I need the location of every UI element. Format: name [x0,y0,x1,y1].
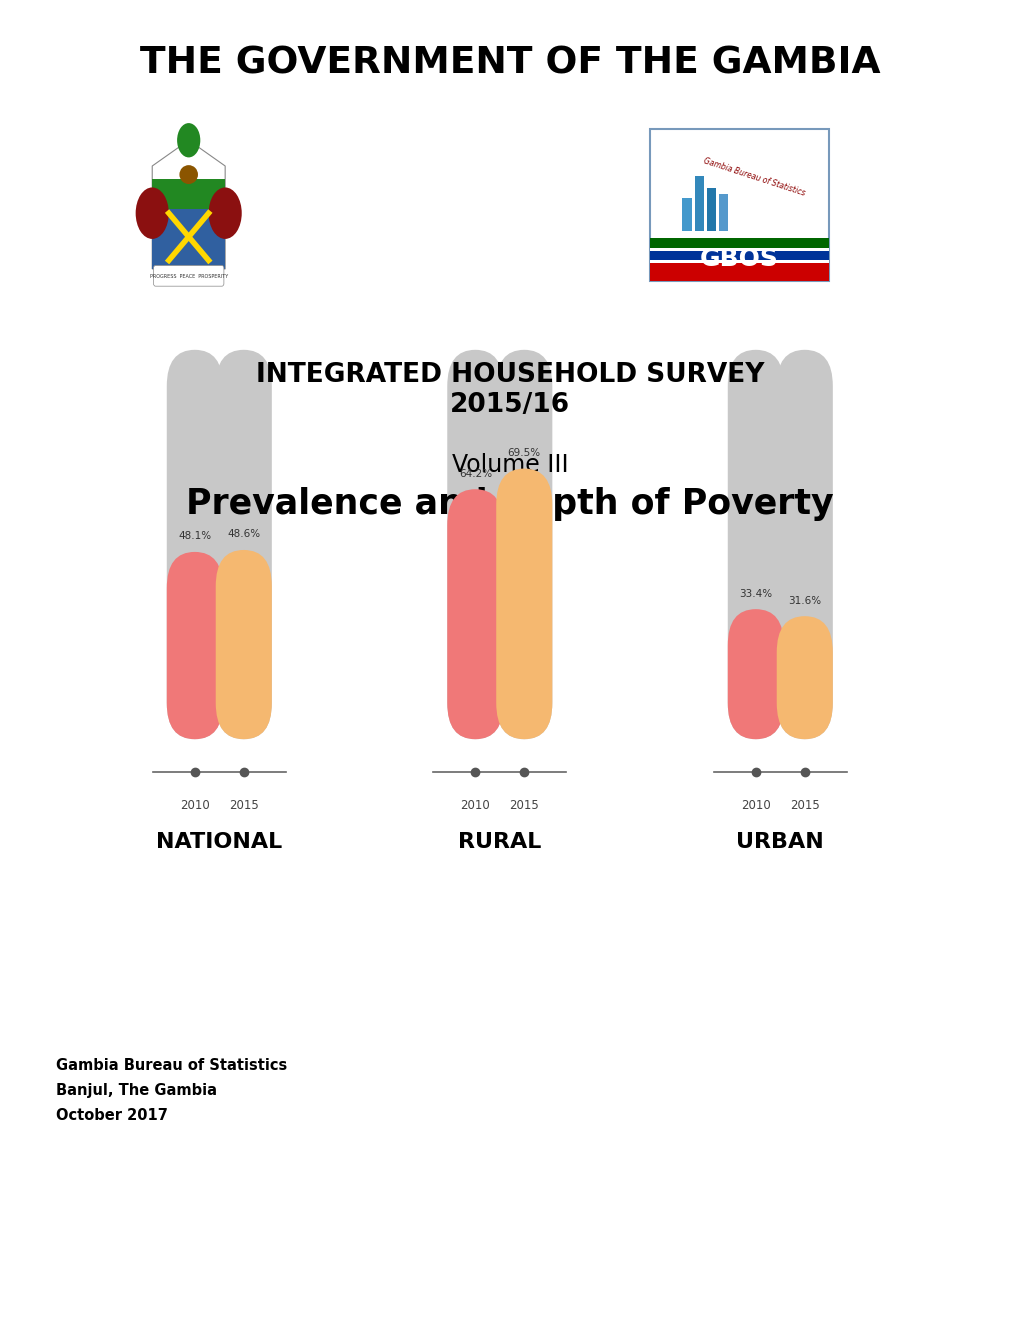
Text: 31.6%: 31.6% [788,595,820,606]
Ellipse shape [136,187,169,239]
Polygon shape [152,140,225,269]
Text: 2015: 2015 [789,799,819,812]
Text: INTEGRATED HOUSEHOLD SURVEY: INTEGRATED HOUSEHOLD SURVEY [256,362,763,388]
FancyBboxPatch shape [776,616,833,739]
Text: Volume III: Volume III [451,453,568,477]
FancyBboxPatch shape [650,238,828,248]
FancyBboxPatch shape [495,350,552,739]
Text: 2015: 2015 [508,799,539,812]
Text: October 2017: October 2017 [56,1109,168,1123]
Text: Banjul, The Gambia: Banjul, The Gambia [56,1084,217,1098]
FancyBboxPatch shape [718,194,728,231]
Text: 2010: 2010 [179,799,210,812]
Ellipse shape [177,123,200,157]
Text: Prevalence and Depth of Poverty: Prevalence and Depth of Poverty [186,487,833,521]
Polygon shape [152,209,225,269]
FancyBboxPatch shape [154,265,224,286]
FancyBboxPatch shape [694,176,703,231]
FancyBboxPatch shape [650,260,828,263]
FancyBboxPatch shape [728,609,784,739]
FancyBboxPatch shape [706,187,715,231]
Text: 48.6%: 48.6% [227,529,260,540]
Ellipse shape [179,165,198,183]
Text: 2010: 2010 [460,799,490,812]
Text: RURAL: RURAL [458,832,541,851]
Text: Gambia Bureau of Statistics: Gambia Bureau of Statistics [56,1059,287,1073]
Polygon shape [152,180,225,209]
FancyBboxPatch shape [650,251,828,260]
Text: 64.2%: 64.2% [459,469,491,479]
FancyBboxPatch shape [650,263,828,281]
Text: 48.1%: 48.1% [178,532,211,541]
Text: 69.5%: 69.5% [507,447,540,458]
Text: 2015: 2015 [228,799,259,812]
Text: 33.4%: 33.4% [739,589,771,598]
Ellipse shape [208,187,242,239]
FancyBboxPatch shape [728,350,784,739]
FancyBboxPatch shape [650,129,828,281]
FancyBboxPatch shape [495,469,552,739]
FancyBboxPatch shape [167,350,223,739]
Text: NATIONAL: NATIONAL [156,832,282,851]
FancyBboxPatch shape [650,248,828,251]
FancyBboxPatch shape [167,552,223,739]
FancyBboxPatch shape [446,490,503,739]
Text: 2015/16: 2015/16 [449,392,570,418]
FancyBboxPatch shape [446,350,503,739]
Text: PROGRESS  PEACE  PROSPERITY: PROGRESS PEACE PROSPERITY [150,275,227,279]
Text: URBAN: URBAN [736,832,823,851]
Text: 2010: 2010 [740,799,770,812]
Text: Gambia Bureau of Statistics: Gambia Bureau of Statistics [702,157,806,198]
FancyBboxPatch shape [682,198,691,231]
FancyBboxPatch shape [216,550,271,739]
Text: THE GOVERNMENT OF THE GAMBIA: THE GOVERNMENT OF THE GAMBIA [140,45,879,82]
FancyBboxPatch shape [776,350,833,739]
Text: GBOS: GBOS [699,247,779,271]
FancyBboxPatch shape [216,350,271,739]
